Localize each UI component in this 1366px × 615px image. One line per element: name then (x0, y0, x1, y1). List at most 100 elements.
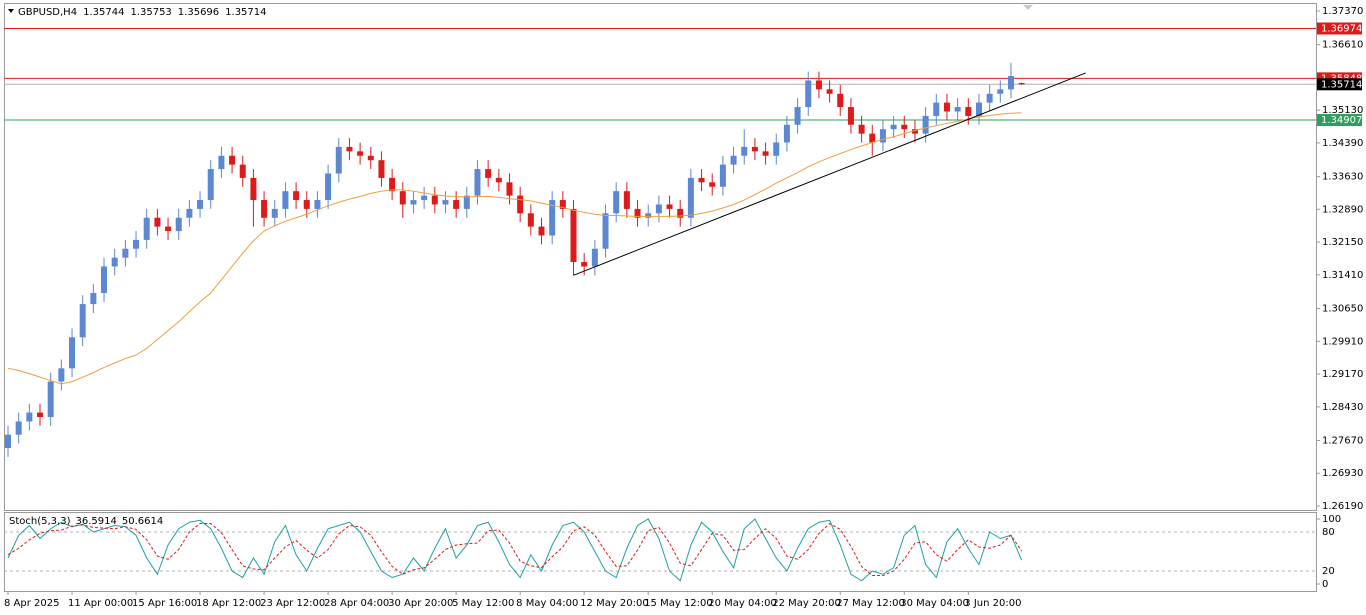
candle-body (495, 177, 502, 183)
level-tag (1317, 22, 1362, 35)
main-panel (4, 3, 1317, 511)
symbol: GBPUSD,H4 (18, 7, 77, 18)
indicator-title: Stoch(5,3,3) (9, 516, 71, 527)
y-tick-label: 1.28430 (1322, 402, 1363, 413)
candle-body (261, 200, 268, 218)
candle-body (431, 195, 438, 205)
x-tick-label: 30 May 04:00 (900, 598, 969, 609)
y-tick-label: 1.26930 (1322, 468, 1363, 479)
indicator-line (7, 522, 1023, 577)
x-tick-label: 12 May 20:00 (580, 598, 649, 609)
candle-body (645, 213, 652, 218)
level-tag (1317, 114, 1362, 127)
candle-body (805, 80, 812, 108)
candle-body (666, 204, 673, 209)
indicator-line (7, 518, 1023, 582)
x-tick-label: 20 May 04:00 (708, 598, 777, 609)
candle-body (741, 146, 748, 156)
y-tick-label: 1.32890 (1322, 204, 1363, 215)
candle-body (869, 133, 876, 143)
x-tick-label: 18 Apr 12:00 (196, 598, 261, 609)
candle-body (186, 208, 193, 218)
candle-body (623, 191, 630, 209)
y-tick-label: 1.26190 (1322, 501, 1363, 512)
candle-body (965, 107, 972, 116)
candle-body (538, 226, 545, 236)
indicator-panel (4, 512, 1317, 592)
candle-body (69, 337, 76, 369)
candle-body (719, 164, 726, 187)
candle-body (549, 200, 556, 236)
candle-body (101, 266, 108, 294)
candle-body (591, 248, 598, 267)
indicator-value: 36.5914 (75, 516, 116, 527)
candle-body (943, 102, 950, 112)
candle-body (677, 208, 684, 218)
candle-body (271, 208, 278, 218)
candle-body (90, 293, 97, 305)
candle-body (911, 129, 918, 134)
candle-body (751, 146, 758, 152)
indicator-tick-label: 20 (1322, 566, 1335, 577)
candle-body (378, 160, 385, 178)
candle-body (207, 169, 214, 201)
candle-body (122, 248, 129, 258)
ohlc-value: 1.35744 (83, 7, 124, 18)
ohlc-value: 1.35696 (178, 7, 219, 18)
candle-body (890, 124, 897, 130)
candle-body (634, 208, 641, 218)
trendline (573, 72, 1086, 276)
candle-body (527, 213, 534, 227)
y-tick-label: 1.36610 (1322, 40, 1363, 51)
x-tick-label: 3 Jun 20:00 (964, 598, 1021, 609)
candle-body (570, 208, 577, 263)
x-tick-label: 23 Apr 12:00 (260, 598, 325, 609)
candle-body (901, 124, 908, 130)
candle-body (367, 155, 374, 161)
x-tick-label: 22 May 20:00 (772, 598, 841, 609)
y-tick-label: 1.32150 (1322, 237, 1363, 248)
candle-body (303, 200, 310, 209)
shift-marker (1023, 5, 1033, 10)
candle-body (218, 155, 225, 170)
candle-body (453, 200, 460, 209)
candle-body (474, 169, 481, 196)
ohlc-value: 1.35753 (130, 7, 171, 18)
indicator-tick-label: 100 (1322, 514, 1341, 525)
candle-body (559, 200, 566, 209)
candle-body (143, 217, 150, 240)
candle-body (783, 124, 790, 143)
candle-body (335, 146, 342, 174)
candle-body (986, 93, 993, 103)
current-price-label: 1.35714 (1321, 79, 1362, 90)
y-tick-label: 1.37370 (1322, 6, 1363, 17)
y-tick-label: 1.34390 (1322, 138, 1363, 149)
candle-body (175, 217, 182, 232)
indicator-tick-label: 0 (1322, 579, 1328, 590)
candle-body (58, 368, 65, 382)
menu-arrow (8, 9, 14, 13)
x-tick-label: 30 Apr 20:00 (388, 598, 453, 609)
y-tick-label: 1.35130 (1322, 105, 1363, 116)
x-tick-label: 15 Apr 16:00 (132, 598, 197, 609)
candle-body (154, 217, 161, 227)
indicator-value: 50.6614 (122, 516, 163, 527)
indicator-tick-label: 80 (1322, 527, 1335, 538)
candle-body (37, 412, 44, 418)
candle-body (5, 434, 11, 449)
candle-body (613, 191, 620, 214)
y-tick-label: 1.29170 (1322, 369, 1363, 380)
candle-body (709, 182, 716, 187)
candle-body (47, 381, 54, 418)
candle-body (26, 412, 33, 422)
candle-body (15, 421, 22, 435)
candle-body (762, 151, 769, 156)
candle-body (314, 200, 321, 209)
candle-body (229, 155, 236, 165)
candle-body (730, 155, 737, 165)
x-tick-label: 11 Apr 00:00 (68, 598, 133, 609)
candle-body (111, 257, 118, 267)
candle-body (133, 239, 140, 249)
